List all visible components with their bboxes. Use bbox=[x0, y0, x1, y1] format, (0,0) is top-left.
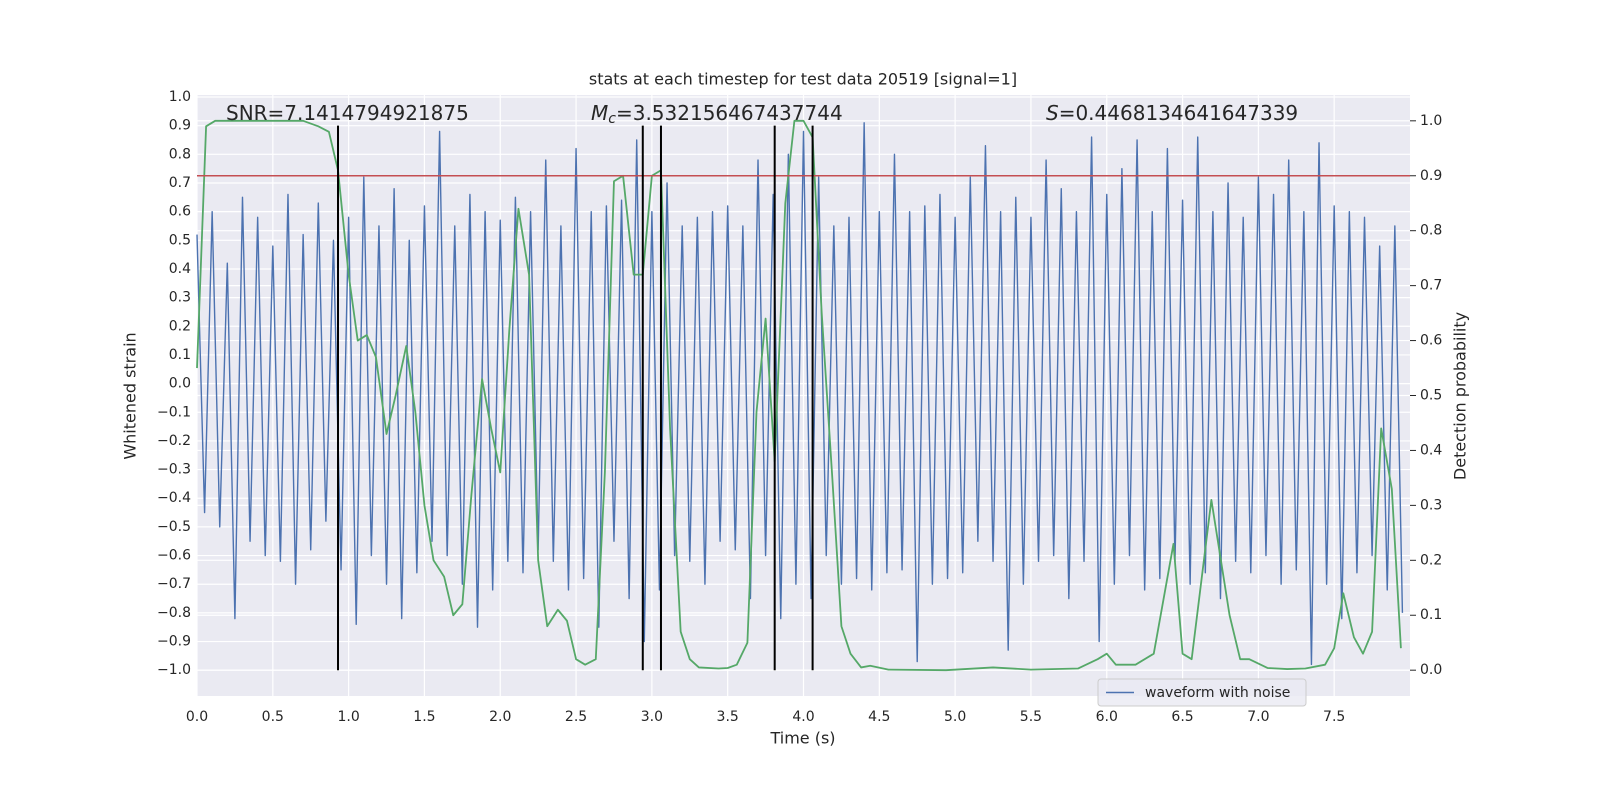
probability-line bbox=[196, 119, 1402, 672]
x-tick-label: 3.0 bbox=[641, 709, 663, 725]
y2-tick-label: 0.8 bbox=[1420, 223, 1442, 239]
y2-tick-label: 0.9 bbox=[1420, 168, 1442, 184]
y-tick-label: 0.2 bbox=[169, 318, 191, 334]
annotation-subscript: c bbox=[608, 111, 616, 127]
annotation-symbol: S bbox=[1046, 101, 1059, 125]
y2-axis-label: Detection probability bbox=[1451, 312, 1470, 480]
x-tick-label: 1.5 bbox=[413, 709, 435, 725]
y-tick-label: −0.1 bbox=[157, 404, 191, 420]
annotation: S=0.4468134641647339 bbox=[1046, 101, 1298, 125]
annotation-symbol: M bbox=[591, 101, 608, 125]
x-tick-label: 1.0 bbox=[337, 709, 359, 725]
x-tick-label: 2.5 bbox=[565, 709, 587, 725]
y-tick-label: 1.0 bbox=[169, 89, 191, 105]
annotation-value: =3.532156467437744 bbox=[616, 101, 843, 125]
y2-tick-label: 0.2 bbox=[1420, 552, 1442, 568]
x-tick-label: 4.5 bbox=[868, 709, 890, 725]
y-tick-label: 0.9 bbox=[169, 118, 191, 134]
y-tick-label: 0.5 bbox=[169, 232, 191, 248]
y2-tick-label: 0.0 bbox=[1420, 662, 1442, 678]
chart-title: stats at each timestep for test data 205… bbox=[589, 70, 1017, 89]
y-tick-label: −1.0 bbox=[157, 662, 191, 678]
annotation: Mc=3.532156467437744 bbox=[591, 101, 843, 128]
annotation: SNR=7.1414794921875 bbox=[226, 101, 469, 125]
y-tick-label: −0.3 bbox=[157, 462, 191, 478]
y2-tick-label: 0.4 bbox=[1420, 442, 1442, 458]
x-tick-label: 0.5 bbox=[262, 709, 284, 725]
x-tick-label: 7.0 bbox=[1247, 709, 1269, 725]
waveform-line bbox=[196, 122, 1404, 666]
y-tick-label: −0.2 bbox=[157, 433, 191, 449]
annotation-value: SNR=7.1414794921875 bbox=[226, 101, 469, 125]
x-tick-label: 2.0 bbox=[489, 709, 511, 725]
legend-box bbox=[1097, 678, 1307, 707]
y-tick-label: −0.9 bbox=[157, 634, 191, 650]
x-axis-label: Time (s) bbox=[769, 729, 835, 748]
y-axis-label: Whitened strain bbox=[121, 332, 140, 459]
y2-tick-label: 0.7 bbox=[1420, 278, 1442, 294]
marks bbox=[196, 119, 1410, 672]
y2-tick-label: 0.3 bbox=[1420, 497, 1442, 513]
y-tick-label: 0.4 bbox=[169, 261, 191, 277]
x-tick-label: 7.5 bbox=[1323, 709, 1345, 725]
y2-tick-label: 0.5 bbox=[1420, 388, 1442, 404]
y-tick-label: 0.6 bbox=[169, 204, 191, 220]
legend-label: waveform with noise bbox=[1145, 685, 1290, 701]
y2-tick-label: 1.0 bbox=[1420, 113, 1442, 129]
y-tick-label: −0.8 bbox=[157, 605, 191, 621]
y-tick-label: −0.4 bbox=[157, 490, 191, 506]
y-tick-label: 0.0 bbox=[169, 376, 191, 392]
y-tick-label: 0.8 bbox=[169, 146, 191, 162]
y-tick-label: 0.7 bbox=[169, 175, 191, 191]
y-tick-label: 0.3 bbox=[169, 290, 191, 306]
legend: waveform with noise bbox=[1097, 678, 1307, 707]
x-tick-label: 4.0 bbox=[792, 709, 814, 725]
x-tick-label: 0.0 bbox=[186, 709, 208, 725]
annotation-value: =0.4468134641647339 bbox=[1059, 101, 1298, 125]
y2-tick-label: 0.1 bbox=[1420, 607, 1442, 623]
y-tick-label: −0.5 bbox=[157, 519, 191, 535]
y2-tick-label: 0.6 bbox=[1420, 333, 1442, 349]
x-tick-label: 5.5 bbox=[1020, 709, 1042, 725]
x-tick-label: 6.5 bbox=[1171, 709, 1193, 725]
y-tick-label: 0.1 bbox=[169, 347, 191, 363]
y-tick-label: −0.6 bbox=[157, 548, 191, 564]
x-tick-label: 6.0 bbox=[1096, 709, 1118, 725]
x-tick-label: 3.5 bbox=[717, 709, 739, 725]
y-tick-label: −0.7 bbox=[157, 576, 191, 592]
x-tick-label: 5.0 bbox=[944, 709, 966, 725]
